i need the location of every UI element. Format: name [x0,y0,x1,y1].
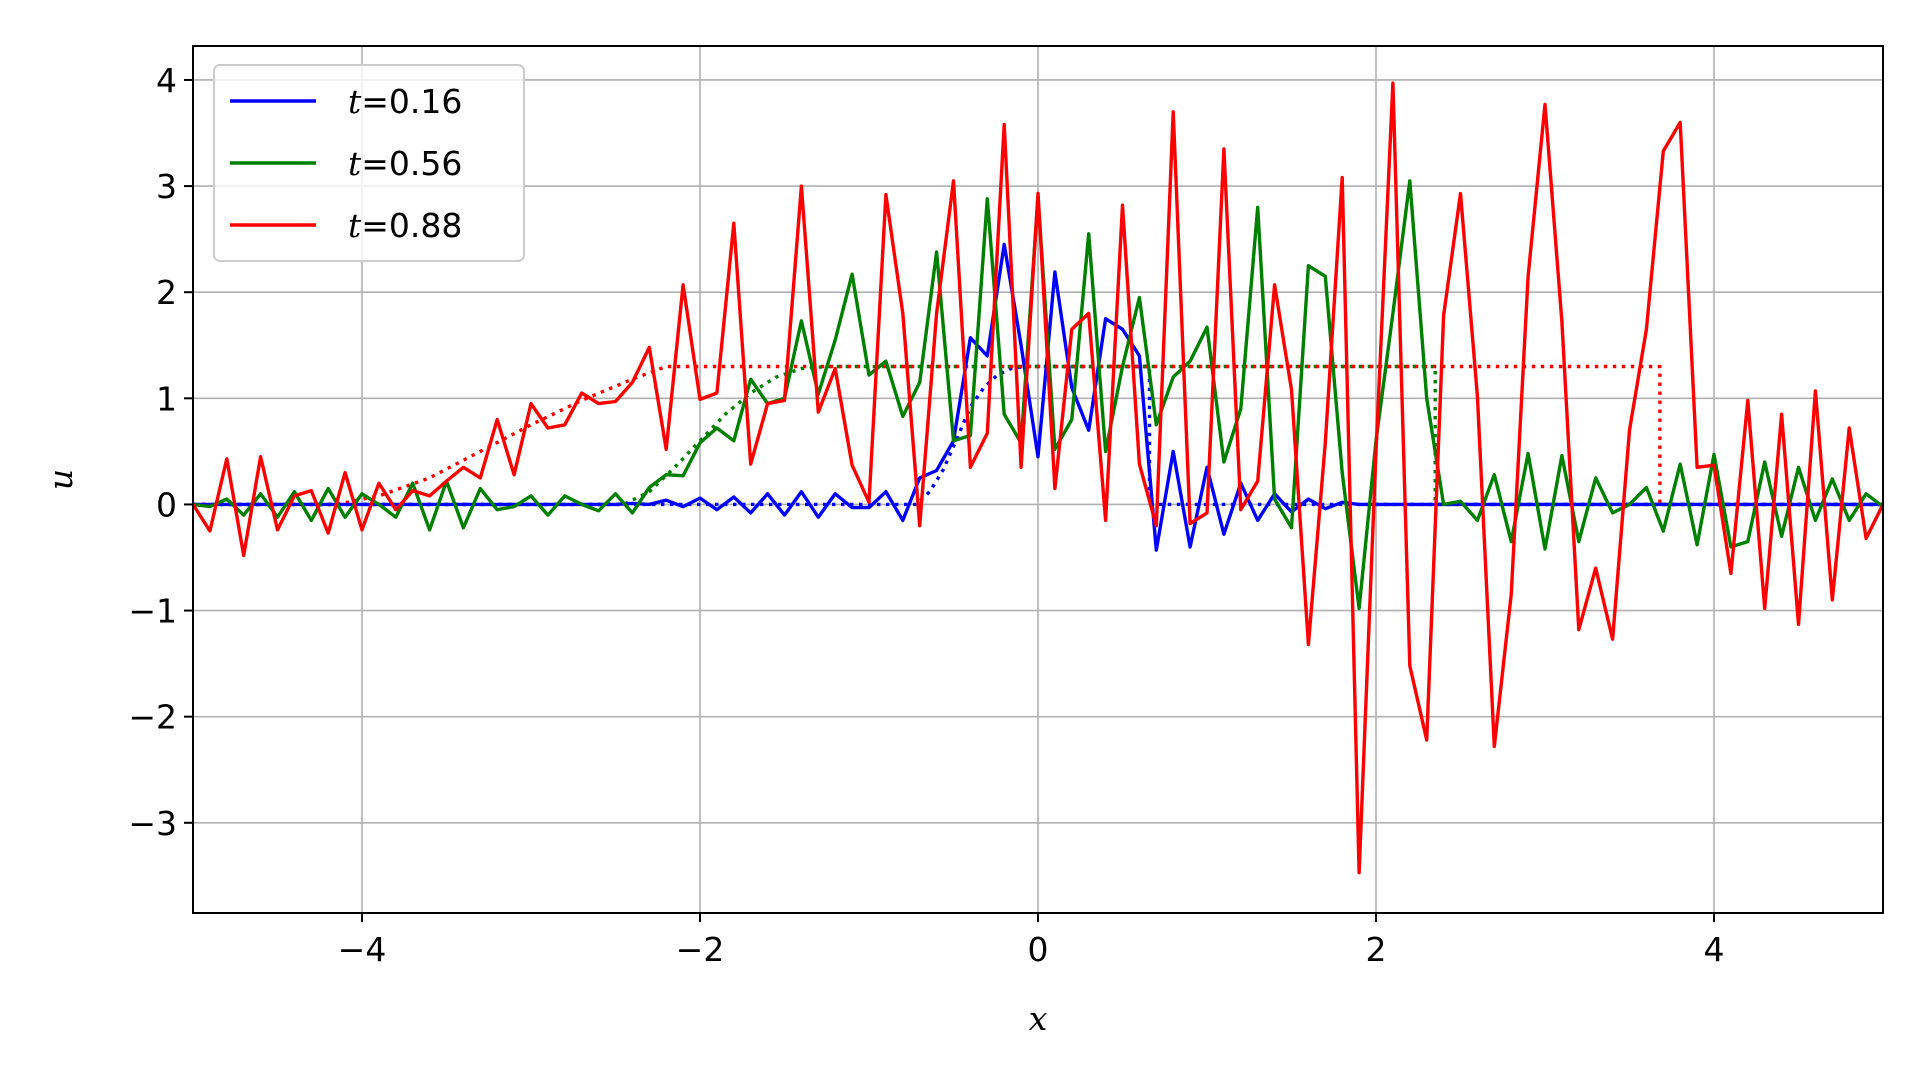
legend-entry: t=0.16 [348,82,462,121]
legend-variable: t [348,144,362,183]
y-tick-label: −1 [128,592,177,631]
legend-variable: t [348,206,362,245]
reference-dotted-line-4 [193,364,1883,507]
plot-area [193,81,1883,875]
y-axis: −3 −2 −1 0 1 2 3 4 [128,61,193,843]
legend-box [213,64,525,262]
y-tick-label: −2 [128,698,177,737]
legend-equals: = [361,206,389,245]
x-tick-label: 4 [1704,930,1725,969]
legend-value: 0.16 [389,82,462,121]
legend: t=0.16t=0.56t=0.88 [213,64,525,262]
legend-equals: = [361,144,389,183]
legend-equals: = [361,82,389,121]
series-line-2 [193,81,1883,875]
x-axis-label: x [1029,999,1048,1038]
y-tick-label: 4 [156,61,177,100]
x-tick-label: −2 [676,930,725,969]
legend-value: 0.88 [389,206,462,245]
x-tick-label: 2 [1366,930,1387,969]
y-tick-label: 3 [156,167,177,206]
x-tick-label: 0 [1028,930,1049,969]
y-tick-label: −3 [128,804,177,843]
y-tick-label: 2 [156,273,177,312]
legend-entry: t=0.56 [348,144,462,183]
y-tick-label: 0 [156,485,177,524]
legend-value: 0.56 [389,144,462,183]
legend-variable: t [348,82,362,121]
y-axis-label: u [41,469,80,490]
x-axis: −4 −2 0 2 4 [338,913,1725,969]
y-tick-label: 1 [156,379,177,418]
legend-entry: t=0.88 [348,206,462,245]
x-tick-label: −4 [338,930,387,969]
